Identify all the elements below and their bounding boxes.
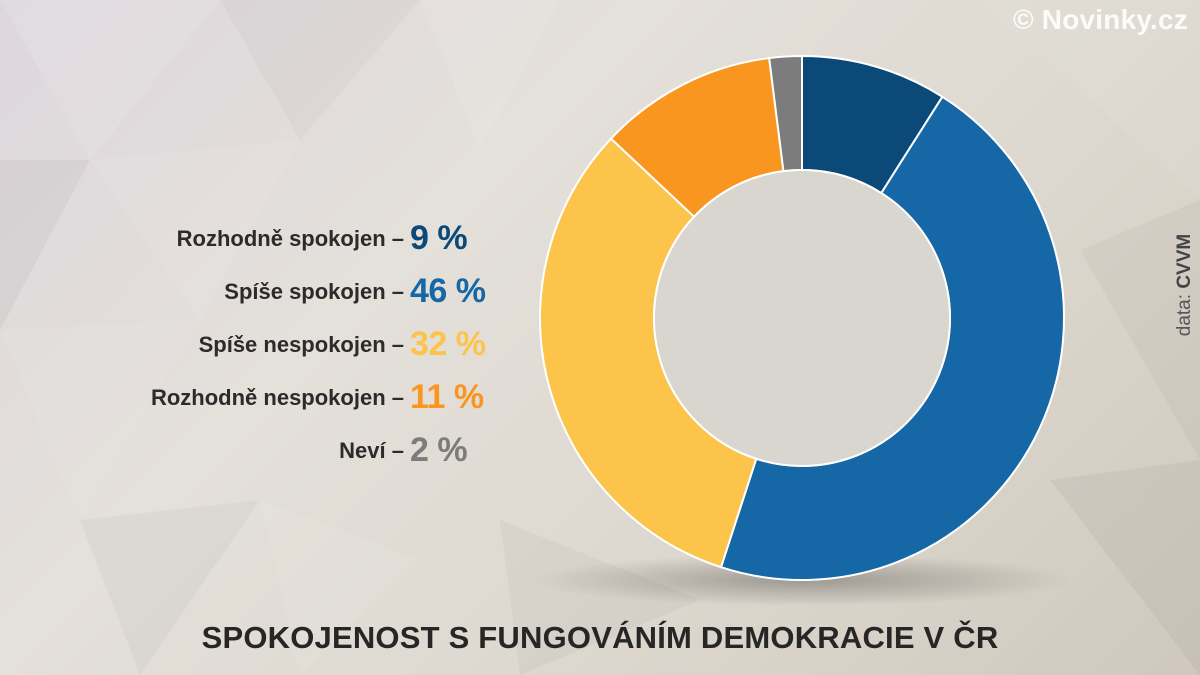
legend-item: Neví – 2 % xyxy=(0,424,520,477)
watermark: © Novinky.cz xyxy=(1012,4,1188,35)
donut-hole xyxy=(653,169,951,467)
legend-label: Rozhodně nespokojen – xyxy=(150,385,404,410)
legend-value: 32 % xyxy=(410,325,486,363)
legend-item: Rozhodně nespokojen – 11 % xyxy=(0,371,520,424)
legend-item: Spíše spokojen – 46 % xyxy=(0,265,520,318)
legend-label: Rozhodně spokojen – xyxy=(176,226,404,251)
legend-value: 2 % xyxy=(410,431,468,469)
legend-label: Spíše spokojen – xyxy=(224,279,404,304)
legend-item: Spíše nespokojen – 32 % xyxy=(0,318,520,371)
legend-label: Neví – xyxy=(339,438,404,463)
chart-title: SPOKOJENOST S FUNGOVÁNÍM DEMOKRACIE V ČR xyxy=(201,620,999,655)
legend-value: 46 % xyxy=(410,272,486,310)
legend-value: 9 % xyxy=(410,219,468,257)
legend-value: 11 % xyxy=(410,378,484,416)
legend: Rozhodně spokojen – 9 % Spíše spokojen –… xyxy=(0,212,520,477)
legend-label: Spíše nespokojen – xyxy=(198,332,404,357)
legend-item: Rozhodně spokojen – 9 % xyxy=(0,212,520,265)
